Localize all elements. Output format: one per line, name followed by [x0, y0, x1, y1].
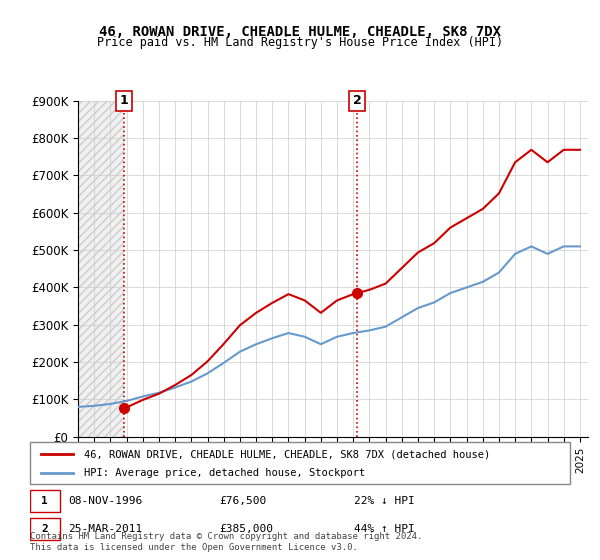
FancyBboxPatch shape — [30, 442, 570, 484]
Text: 22% ↓ HPI: 22% ↓ HPI — [354, 496, 415, 506]
Text: 44% ↑ HPI: 44% ↑ HPI — [354, 524, 415, 534]
Text: 25-MAR-2011: 25-MAR-2011 — [68, 524, 142, 534]
Text: 46, ROWAN DRIVE, CHEADLE HULME, CHEADLE, SK8 7DX (detached house): 46, ROWAN DRIVE, CHEADLE HULME, CHEADLE,… — [84, 449, 490, 459]
Text: 2: 2 — [353, 94, 362, 108]
Text: 1: 1 — [41, 496, 48, 506]
Text: 08-NOV-1996: 08-NOV-1996 — [68, 496, 142, 506]
Text: £385,000: £385,000 — [219, 524, 273, 534]
Text: 2: 2 — [41, 524, 48, 534]
Text: Contains HM Land Registry data © Crown copyright and database right 2024.
This d: Contains HM Land Registry data © Crown c… — [30, 532, 422, 552]
Text: Price paid vs. HM Land Registry's House Price Index (HPI): Price paid vs. HM Land Registry's House … — [97, 36, 503, 49]
Text: 1: 1 — [119, 94, 128, 108]
FancyBboxPatch shape — [30, 490, 60, 512]
FancyBboxPatch shape — [30, 518, 60, 540]
Text: HPI: Average price, detached house, Stockport: HPI: Average price, detached house, Stoc… — [84, 468, 365, 478]
Text: £76,500: £76,500 — [219, 496, 266, 506]
Bar — [78, 101, 124, 437]
Text: 46, ROWAN DRIVE, CHEADLE HULME, CHEADLE, SK8 7DX: 46, ROWAN DRIVE, CHEADLE HULME, CHEADLE,… — [99, 25, 501, 39]
